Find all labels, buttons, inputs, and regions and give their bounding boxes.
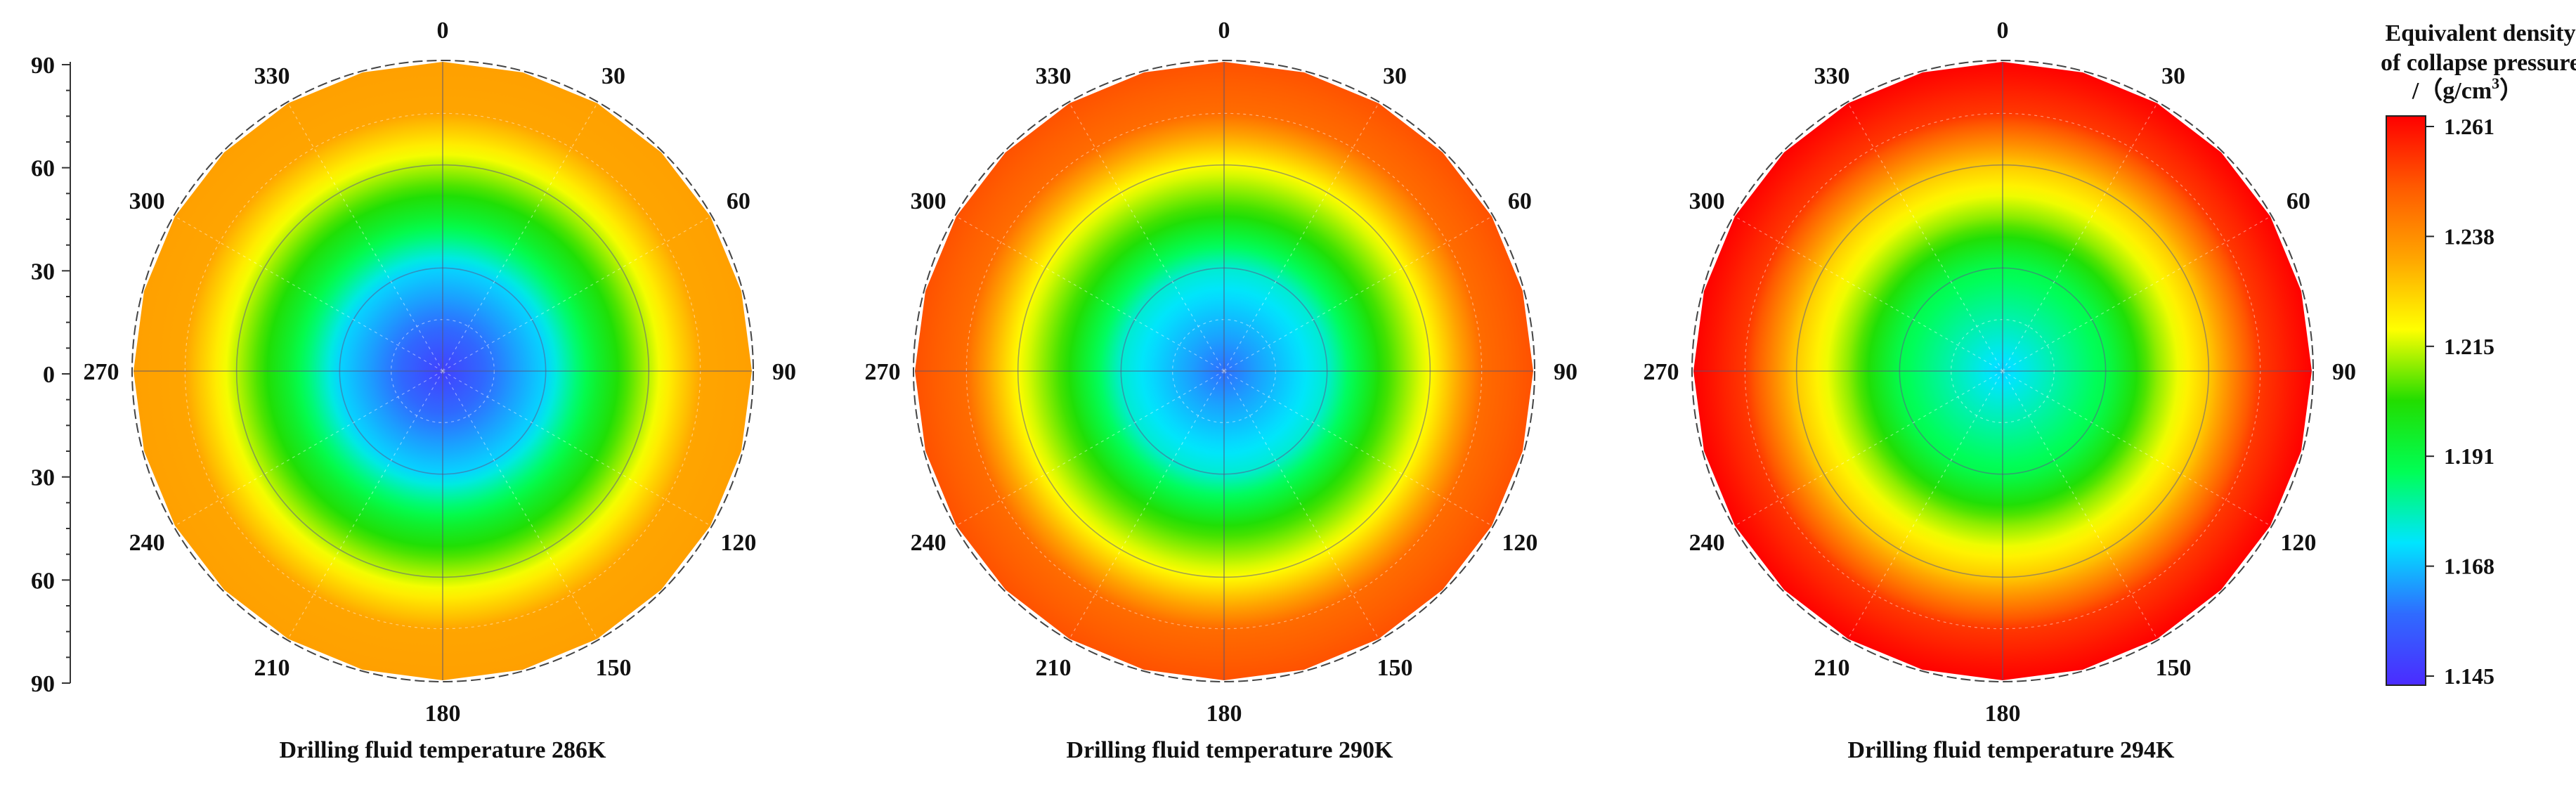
angle-tick-label: 60: [2286, 188, 2310, 214]
outer-ring: [1691, 60, 2314, 682]
polar-panel-290k: 0 30 60 90 120 150 180 210 240 270 300 330: [865, 18, 1578, 727]
grid-spoke: [1223, 370, 1379, 640]
grid-spoke: [1223, 216, 1492, 372]
polar-panel-286k: 0 30 60 90 120 150 180 210 240 270 300 330: [84, 18, 797, 727]
grid-spoke: [1734, 216, 2003, 372]
radial-tick-label: 30: [31, 259, 55, 285]
outer-ring: [913, 60, 1535, 682]
grid-spoke: [1223, 103, 1379, 372]
grid-spoke: [1847, 370, 2003, 640]
colorbar-tick-label: 1.238: [2444, 223, 2494, 249]
angle-tick-label: 330: [254, 63, 290, 89]
colorbar-title-line-1: Equivalent density: [2385, 20, 2575, 46]
angle-tick-label: 180: [1206, 701, 1242, 727]
angle-tick-label: 210: [1814, 655, 1850, 681]
panel-title-294k: Drilling fluid temperature 294K: [1848, 737, 2175, 763]
panel-title-286k: Drilling fluid temperature 286K: [280, 737, 606, 763]
angle-tick-label: 270: [865, 359, 901, 385]
grid-spoke: [1069, 370, 1225, 640]
angle-tick-label: 240: [1689, 530, 1725, 556]
grid-spoke: [2002, 216, 2271, 372]
grid-spoke: [1734, 370, 2003, 526]
angle-tick-label: 300: [1689, 188, 1725, 214]
radial-tick-label: 90: [31, 53, 55, 79]
angle-tick-label: 330: [1036, 63, 1072, 89]
grid-spoke: [2002, 370, 2271, 526]
angle-tick-label: 330: [1814, 63, 1850, 89]
grid-spoke: [442, 103, 598, 372]
angle-tick-label: 270: [1644, 359, 1679, 385]
colorbar-tick-label: 1.215: [2444, 334, 2494, 359]
angle-tick-label: 90: [772, 359, 796, 385]
colorbar-tick-label: 1.191: [2444, 443, 2494, 469]
angle-tick-label: 60: [1508, 188, 1532, 214]
grid-spoke: [174, 216, 443, 372]
radial-tick-label: 90: [31, 671, 55, 697]
grid-spoke: [287, 103, 443, 372]
angle-tick-label: 30: [1383, 63, 1407, 89]
angle-tick-label: 270: [84, 359, 119, 385]
angle-tick-label: 180: [1985, 701, 2021, 727]
angle-tick-label: 90: [2332, 359, 2356, 385]
grid-spoke: [1223, 370, 1492, 526]
angle-tick-label: 150: [2156, 655, 2192, 681]
colorbar-title-sup: 3: [2492, 74, 2499, 92]
angle-tick-label: 300: [129, 188, 165, 214]
grid-spoke: [174, 370, 443, 526]
angle-tick-label: 150: [1377, 655, 1413, 681]
colorbar-tick-label: 1.168: [2444, 554, 2494, 579]
angle-tick-label: 120: [1502, 530, 1537, 556]
angle-tick-label: 210: [1036, 655, 1072, 681]
angle-tick-label: 0: [1218, 18, 1230, 44]
colorbar-title-line-2: of collapse pressure: [2381, 50, 2576, 76]
radial-tick-label: 60: [31, 156, 55, 182]
colorbar-tick-label: 1.261: [2444, 114, 2494, 139]
outer-ring: [131, 60, 754, 682]
angle-tick-label: 30: [601, 63, 625, 89]
radial-axis: 90 60 30 0 30 60 90: [31, 53, 71, 697]
angle-tick-label: 180: [425, 701, 461, 727]
angle-tick-label: 300: [911, 188, 947, 214]
colorbar-gradient: [2386, 115, 2426, 686]
radial-tick-label: 60: [31, 568, 55, 594]
angle-tick-label: 0: [437, 18, 449, 44]
angle-tick-label: 150: [596, 655, 632, 681]
panel-title-290k: Drilling fluid temperature 290K: [1067, 737, 1393, 763]
radial-tick-label: 30: [31, 465, 55, 491]
colorbar-title-line-3: /（g/cm3）: [2412, 74, 2523, 104]
angle-tick-label: 90: [1554, 359, 1578, 385]
angle-tick-label: 30: [2161, 63, 2185, 89]
grid-spoke: [287, 370, 443, 640]
grid-spoke: [442, 370, 598, 640]
grid-spoke: [956, 216, 1225, 372]
grid-spoke: [1069, 103, 1225, 372]
grid-spoke: [2002, 103, 2158, 372]
grid-spoke: [2002, 370, 2158, 640]
angle-tick-label: 0: [1997, 18, 2009, 44]
colorbar-title-unit: /（g/cm: [2412, 77, 2492, 104]
grid-spoke: [1847, 103, 2003, 372]
grid-spoke: [442, 370, 711, 526]
colorbar-title-end: ）: [2499, 77, 2523, 104]
polar-panel-294k: 0 30 60 90 120 150 180 210 240 270 300 330: [1644, 18, 2357, 727]
angle-tick-label: 120: [2280, 530, 2316, 556]
radial-tick-label: 0: [43, 362, 55, 388]
angle-tick-label: 210: [254, 655, 290, 681]
grid-spoke: [442, 216, 711, 372]
angle-tick-label: 240: [911, 530, 947, 556]
angle-tick-label: 120: [720, 530, 756, 556]
angle-tick-label: 60: [727, 188, 750, 214]
colorbar: Equivalent density of collapse pressure …: [2381, 20, 2576, 689]
colorbar-tick-label: 1.145: [2444, 663, 2494, 689]
grid-spoke: [956, 370, 1225, 526]
angle-tick-label: 240: [129, 530, 165, 556]
